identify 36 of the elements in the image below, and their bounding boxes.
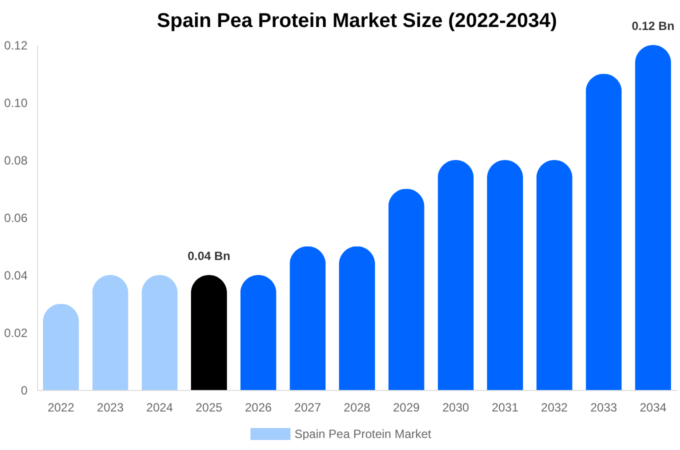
bar [388,188,424,390]
bar [290,246,326,390]
y-tick-label: 0 [20,384,28,398]
bar [240,275,276,390]
x-tick-label: 2022 [48,400,75,414]
x-tick-label: 2033 [590,400,618,414]
x-tick-label: 2024 [146,400,174,414]
y-tick-label: 0.12 [4,38,28,52]
y-tick-label: 0.04 [4,268,28,282]
x-tick-label: 2026 [244,400,272,414]
x-tick-label: 2032 [541,400,568,414]
bar [586,74,622,390]
bar [190,275,227,390]
bar [338,246,376,390]
y-tick-label: 0.10 [4,96,28,110]
y-tick-label: 0.02 [4,326,28,340]
data-label: 0.12 Bn [632,19,674,33]
bar [92,275,128,390]
x-tick-label: 2027 [294,400,322,414]
bar [536,160,572,390]
bar [635,45,672,390]
bar [142,275,178,390]
x-tick-label: 2028 [344,400,371,414]
x-tick-label: 2034 [640,400,667,414]
y-tick-label: 0.08 [4,154,28,168]
bar [487,160,524,390]
x-tick-label: 2029 [392,400,420,414]
data-label: 0.04 Bn [188,249,230,263]
y-tick-label: 0.06 [4,211,28,225]
x-tick-label: 2025 [196,400,223,414]
x-tick-label: 2031 [492,400,519,414]
chart-title: Spain Pea Protein Market Size (2022-2034) [156,10,558,32]
bar [438,160,474,390]
x-tick-label: 2023 [96,400,124,414]
x-tick-label: 2030 [442,400,470,414]
bar [42,304,79,390]
